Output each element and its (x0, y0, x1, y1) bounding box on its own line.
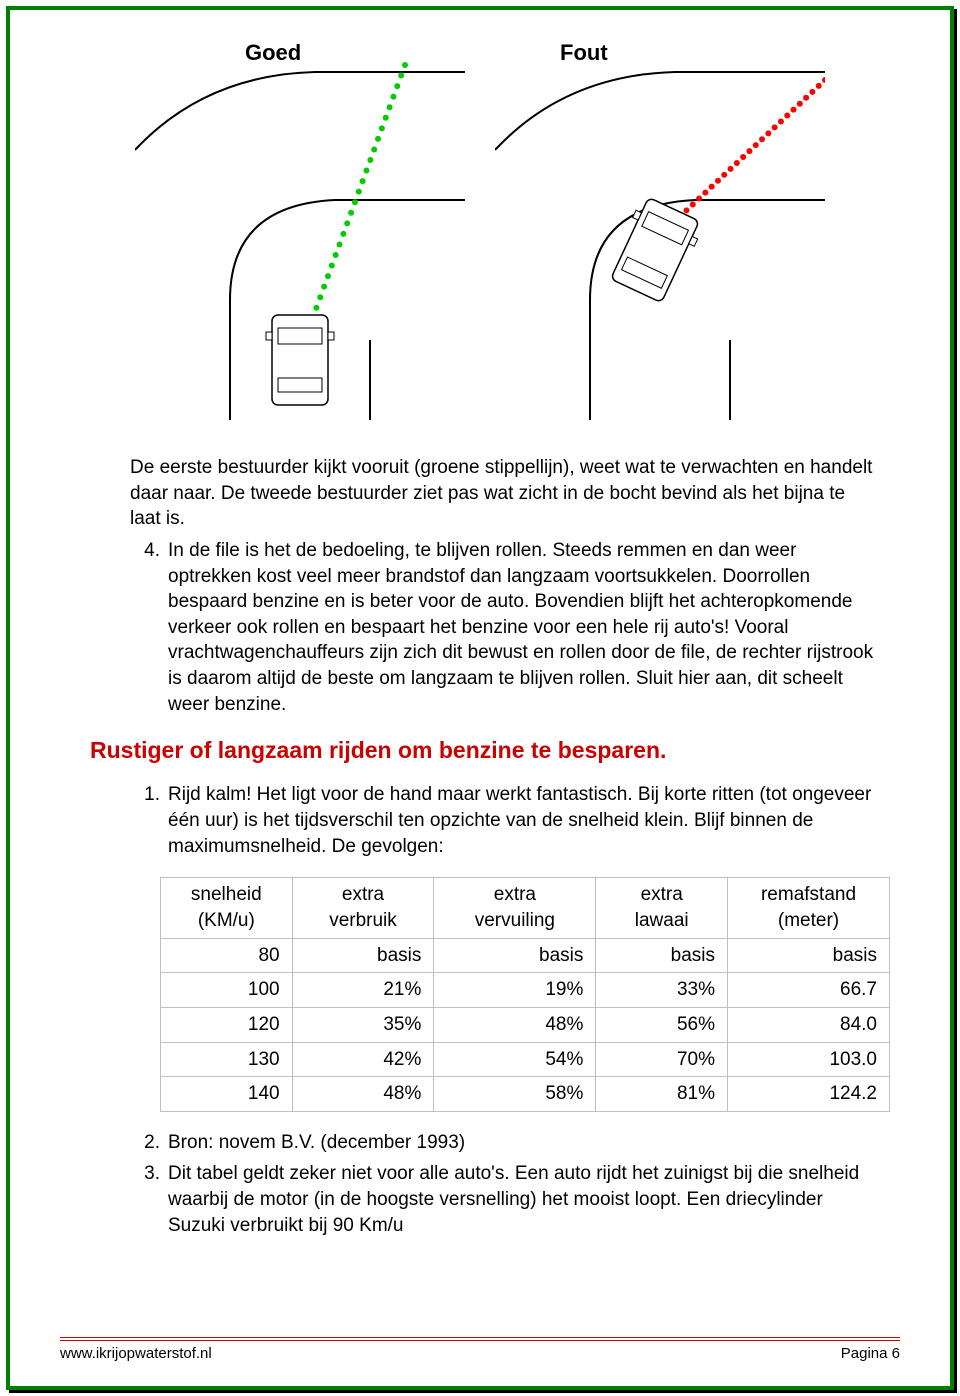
table-cell: 48% (292, 1077, 434, 1112)
table-cell: basis (292, 938, 434, 973)
page-frame: Goed Fout De eerste bestuurder kijkt voo… (6, 6, 954, 1390)
diagram-bad-svg (495, 40, 825, 420)
table-cell: 84.0 (728, 1007, 890, 1042)
speed-table: snelheid(KM/u)extraverbruikextravervuili… (160, 877, 890, 1111)
table-cell: basis (434, 938, 596, 973)
table-cell: 130 (161, 1042, 293, 1077)
diagram-good-svg (135, 40, 465, 420)
table-cell: 33% (596, 973, 728, 1008)
footer-url: www.ikrijopwaterstof.nl (60, 1345, 212, 1362)
diagram-row: Goed Fout (60, 40, 900, 425)
table-cell: 56% (596, 1007, 728, 1042)
table-row: 12035%48%56%84.0 (161, 1007, 890, 1042)
table-cell: 103.0 (728, 1042, 890, 1077)
list-body-3: Dit tabel geldt zeker niet voor alle aut… (168, 1161, 880, 1238)
table-cell: 124.2 (728, 1077, 890, 1112)
body-text-2: 1. Rijd kalm! Het ligt voor de hand maar… (130, 782, 880, 1238)
diagram-bad: Fout (495, 40, 825, 425)
diagram-bad-label: Fout (560, 40, 608, 66)
list-body-2: Bron: novem B.V. (december 1993) (168, 1130, 880, 1156)
table-cell: 35% (292, 1007, 434, 1042)
diagram-good: Goed (135, 40, 465, 425)
table-cell: 58% (434, 1077, 596, 1112)
table-row: 14048%58%81%124.2 (161, 1077, 890, 1112)
table-cell: 54% (434, 1042, 596, 1077)
table-header: extraverbruik (292, 878, 434, 938)
table-cell: 66.7 (728, 973, 890, 1008)
diagram-good-label: Goed (245, 40, 301, 66)
list-item-4: 4. In de file is het de bedoeling, te bl… (130, 538, 880, 717)
table-cell: 80 (161, 938, 293, 973)
table-cell: 120 (161, 1007, 293, 1042)
table-cell: 21% (292, 973, 434, 1008)
list-item-2: 2. Bron: novem B.V. (december 1993) (130, 1130, 880, 1156)
table-cell: 81% (596, 1077, 728, 1112)
list-item-1: 1. Rijd kalm! Het ligt voor de hand maar… (130, 782, 880, 859)
table-row: 13042%54%70%103.0 (161, 1042, 890, 1077)
footer-page: Pagina 6 (841, 1345, 900, 1362)
table-cell: 140 (161, 1077, 293, 1112)
table-cell: 70% (596, 1042, 728, 1077)
list-num-3: 3. (130, 1161, 168, 1238)
section-heading: Rustiger of langzaam rijden om benzine t… (90, 737, 900, 764)
list-item-3: 3. Dit tabel geldt zeker niet voor alle … (130, 1161, 880, 1238)
table-row: 80basisbasisbasisbasis (161, 938, 890, 973)
table-cell: 100 (161, 973, 293, 1008)
table-header: snelheid(KM/u) (161, 878, 293, 938)
list-num-4: 4. (130, 538, 168, 717)
table-header: remafstand(meter) (728, 878, 890, 938)
list-body-1: Rijd kalm! Het ligt voor de hand maar we… (168, 782, 880, 859)
intro-paragraph: De eerste bestuurder kijkt vooruit (groe… (130, 455, 880, 532)
table-cell: basis (596, 938, 728, 973)
table-header: extralawaai (596, 878, 728, 938)
list-body-4: In de file is het de bedoeling, te blijv… (168, 538, 880, 717)
table-cell: 42% (292, 1042, 434, 1077)
footer-rule (60, 1337, 900, 1341)
body-text: De eerste bestuurder kijkt vooruit (groe… (130, 455, 880, 717)
page-footer: www.ikrijopwaterstof.nl Pagina 6 (60, 1337, 900, 1362)
list-num-1: 1. (130, 782, 168, 859)
table-header: extravervuiling (434, 878, 596, 938)
table-cell: 48% (434, 1007, 596, 1042)
table-row: 10021%19%33%66.7 (161, 973, 890, 1008)
table-cell: 19% (434, 973, 596, 1008)
list-num-2: 2. (130, 1130, 168, 1156)
table-cell: basis (728, 938, 890, 973)
